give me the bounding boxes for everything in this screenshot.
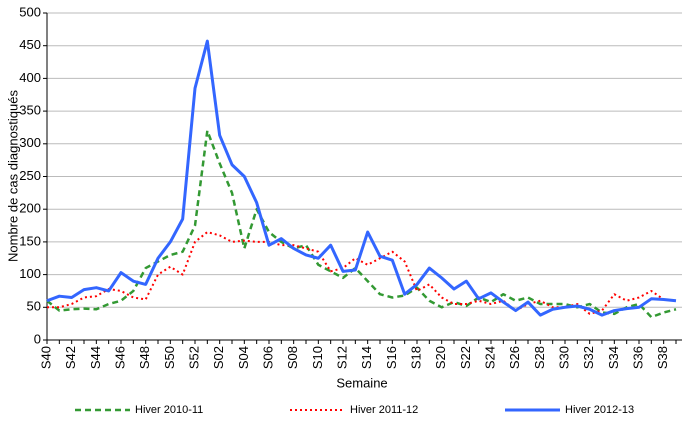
y-tick-label: 150 bbox=[19, 233, 41, 248]
x-tick-label: S24 bbox=[482, 346, 497, 369]
x-tick-label: S42 bbox=[63, 346, 78, 369]
legend-label: Hiver 2012-13 bbox=[565, 404, 634, 416]
x-tick-label: S08 bbox=[285, 346, 300, 369]
x-tick-label: S44 bbox=[88, 346, 103, 369]
legend-label: Hiver 2011-12 bbox=[350, 404, 418, 416]
x-tick-label: S06 bbox=[260, 346, 275, 369]
x-tick-label: S12 bbox=[334, 346, 349, 369]
x-tick-label: S30 bbox=[556, 346, 571, 369]
x-tick-label: S14 bbox=[359, 346, 374, 369]
y-tick-label: 500 bbox=[19, 4, 41, 19]
y-tick-label: 100 bbox=[19, 266, 41, 281]
x-axis-title: Semaine bbox=[336, 375, 387, 390]
series-line bbox=[46, 129, 677, 319]
y-tick-label: 450 bbox=[19, 37, 41, 52]
y-tick-label: 400 bbox=[19, 70, 41, 85]
x-tick-label: S48 bbox=[137, 346, 152, 369]
x-tick-label: S10 bbox=[310, 346, 325, 369]
x-tick-label: S40 bbox=[38, 346, 53, 369]
x-tick-label: S26 bbox=[507, 346, 522, 369]
x-tick-label: S28 bbox=[532, 346, 547, 369]
y-tick-label: 350 bbox=[19, 103, 41, 118]
y-tick-label: 50 bbox=[27, 299, 41, 314]
y-axis-title: Nombre de cas diagnostiqués bbox=[5, 90, 20, 262]
x-tick-label: S04 bbox=[236, 346, 251, 369]
series-line bbox=[46, 39, 677, 317]
x-tick-label: S32 bbox=[581, 346, 596, 369]
x-tick-label: S02 bbox=[211, 346, 226, 369]
y-tick-label: 300 bbox=[19, 135, 41, 150]
x-tick-label: S34 bbox=[606, 346, 621, 369]
x-tick-label: S38 bbox=[655, 346, 670, 369]
x-tick-label: S20 bbox=[433, 346, 448, 369]
legend-label: Hiver 2010-11 bbox=[135, 404, 203, 416]
x-tick-label: S36 bbox=[630, 346, 645, 369]
x-tick-label: S46 bbox=[112, 346, 127, 369]
y-tick-label: 200 bbox=[19, 201, 41, 216]
x-tick-label: S16 bbox=[384, 346, 399, 369]
x-tick-label: S52 bbox=[186, 346, 201, 369]
y-tick-label: 0 bbox=[34, 331, 41, 346]
x-tick-label: S18 bbox=[408, 346, 423, 369]
y-tick-label: 250 bbox=[19, 168, 41, 183]
x-tick-label: S50 bbox=[162, 346, 177, 369]
x-tick-label: S22 bbox=[458, 346, 473, 369]
series-line bbox=[47, 231, 677, 315]
